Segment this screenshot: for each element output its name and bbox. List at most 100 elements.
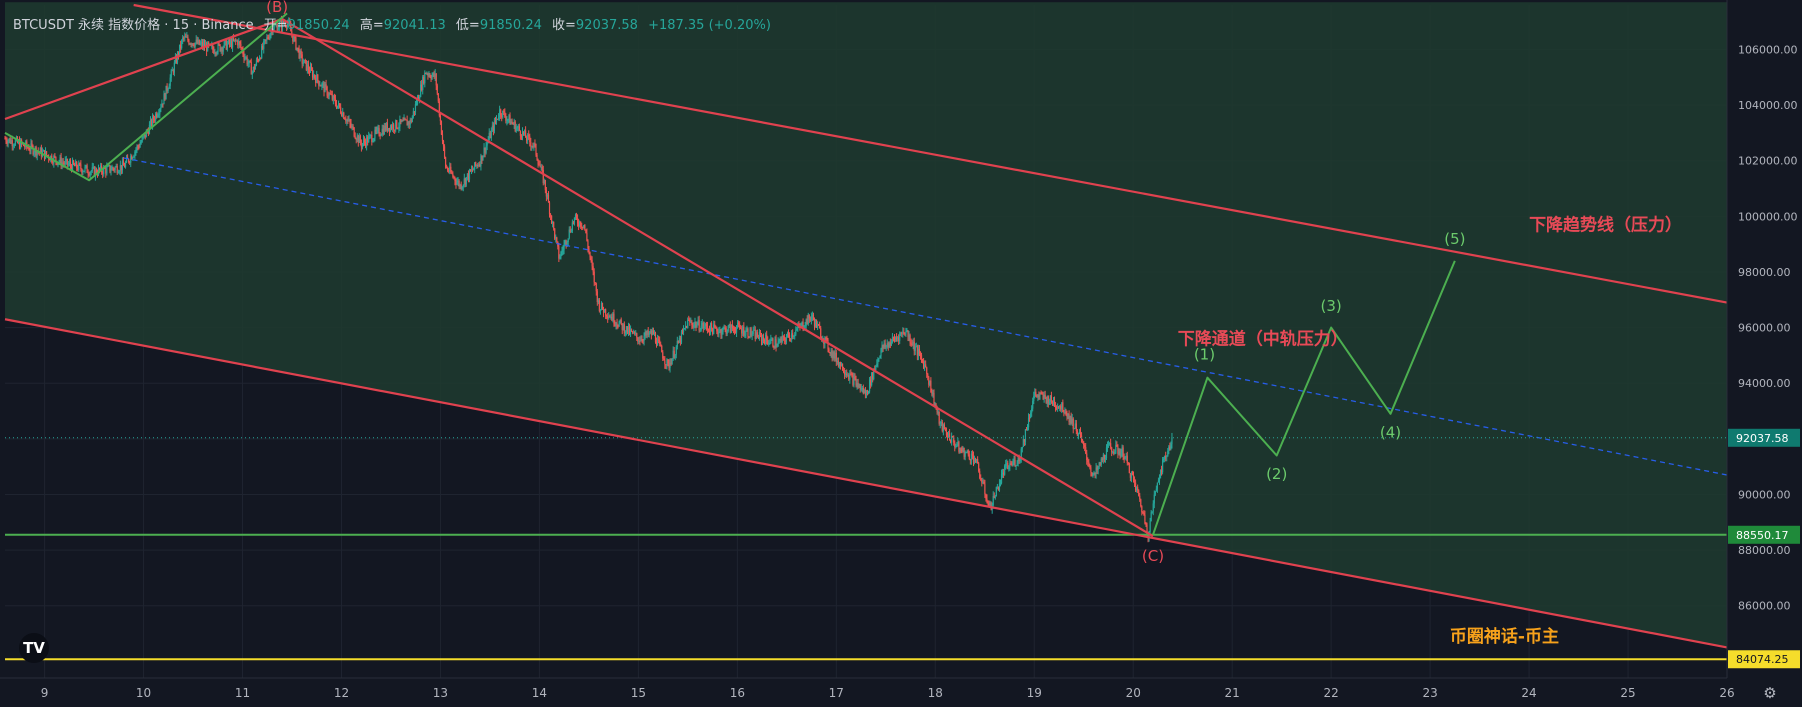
tradingview-logo-icon[interactable]: TV [19, 633, 49, 663]
candle-body [481, 155, 483, 161]
candle-body [308, 70, 311, 73]
candle-body [297, 47, 299, 49]
candle-body [586, 232, 588, 241]
candle-body [1119, 451, 1121, 456]
candle-body [125, 157, 128, 163]
candle-body [713, 324, 715, 334]
candle-body [830, 350, 832, 354]
candle-body [162, 103, 164, 105]
candle-body [333, 95, 336, 99]
candle-body [612, 313, 614, 321]
candle-body [958, 442, 960, 452]
candle-body [757, 337, 759, 339]
candle-body [282, 19, 285, 24]
candle-body [1061, 402, 1063, 410]
candle-body [996, 486, 998, 488]
candle-body [150, 119, 153, 126]
candle-body [973, 458, 976, 463]
candle-body [393, 124, 395, 130]
candle-body [578, 223, 580, 226]
candle-body [116, 166, 118, 173]
candle-body [1150, 512, 1152, 522]
candle-body [194, 42, 196, 47]
candle-body [1078, 431, 1081, 434]
candle-body [767, 339, 769, 345]
candle-body [1096, 467, 1098, 470]
candle-body [218, 43, 220, 45]
candle-body [191, 43, 193, 45]
candle-body [913, 341, 915, 351]
candle-body [257, 59, 260, 61]
candle-body [800, 323, 802, 328]
candle-body [103, 167, 105, 175]
candle-body [1048, 402, 1050, 405]
candle-body [590, 257, 592, 261]
candle-body [419, 96, 421, 100]
candle-body [1140, 499, 1142, 507]
candle-body [784, 340, 786, 342]
candle-body [659, 340, 661, 345]
candle-body [619, 319, 621, 323]
candle-body [168, 85, 170, 89]
candle-body [535, 143, 537, 155]
candle-body [432, 72, 434, 76]
candle-body [252, 66, 254, 72]
candle-body [139, 143, 141, 148]
candle-body [574, 214, 577, 218]
candle-body [832, 351, 834, 359]
candle-body [781, 335, 783, 343]
candle-body [138, 146, 140, 148]
candle-body [98, 167, 101, 170]
candle-body [1093, 472, 1095, 475]
candle-body [155, 113, 157, 121]
candle-body [682, 328, 685, 332]
candle-body [192, 43, 194, 46]
candle-body [1142, 512, 1144, 514]
candle-body [280, 20, 283, 29]
candle-body [671, 358, 673, 365]
candle-body [202, 43, 205, 48]
candle-body [1020, 448, 1022, 460]
candle-body [538, 164, 540, 166]
x-tick-label: 23 [1422, 686, 1437, 700]
x-tick-label: 24 [1521, 686, 1536, 700]
candle-body [397, 128, 399, 130]
candle-body [929, 380, 931, 385]
channel-fill-layer [5, 2, 1727, 648]
candle-body [521, 131, 524, 138]
candle-body [921, 359, 924, 362]
candle-body [493, 120, 496, 131]
candle-body [791, 333, 793, 340]
candle-layer [4, 15, 1173, 543]
gear-icon[interactable]: ⚙ [1763, 684, 1777, 702]
candle-body [1043, 394, 1045, 400]
candle-body [690, 321, 692, 323]
candle-body [123, 165, 126, 168]
candle-body [337, 103, 340, 106]
candle-body [336, 105, 339, 108]
candle-body [1090, 467, 1092, 473]
candle-body [501, 115, 503, 118]
candle-body [1114, 452, 1116, 454]
candle-body [802, 322, 804, 329]
candle-body [412, 111, 414, 117]
candle-body [932, 392, 934, 395]
candle-body [366, 137, 368, 147]
candle-body [1145, 523, 1147, 525]
candle-body [118, 171, 120, 173]
candle-body [1065, 411, 1067, 415]
candle-body [234, 39, 236, 41]
candle-body [1015, 465, 1017, 467]
candle-body [187, 36, 189, 41]
candle-body [7, 140, 9, 144]
symbol-title[interactable]: BTCUSDT 永续 指数价格 · 15 · Binance [13, 18, 254, 33]
candle-body [6, 141, 8, 144]
candle-body [306, 64, 308, 71]
candle-body [473, 169, 475, 171]
x-tick-label: 14 [532, 686, 547, 700]
candle-body [159, 109, 161, 114]
candle-body [1089, 466, 1091, 468]
candle-body [1036, 394, 1038, 398]
candle-body [860, 388, 862, 390]
candle-body [1067, 413, 1069, 417]
